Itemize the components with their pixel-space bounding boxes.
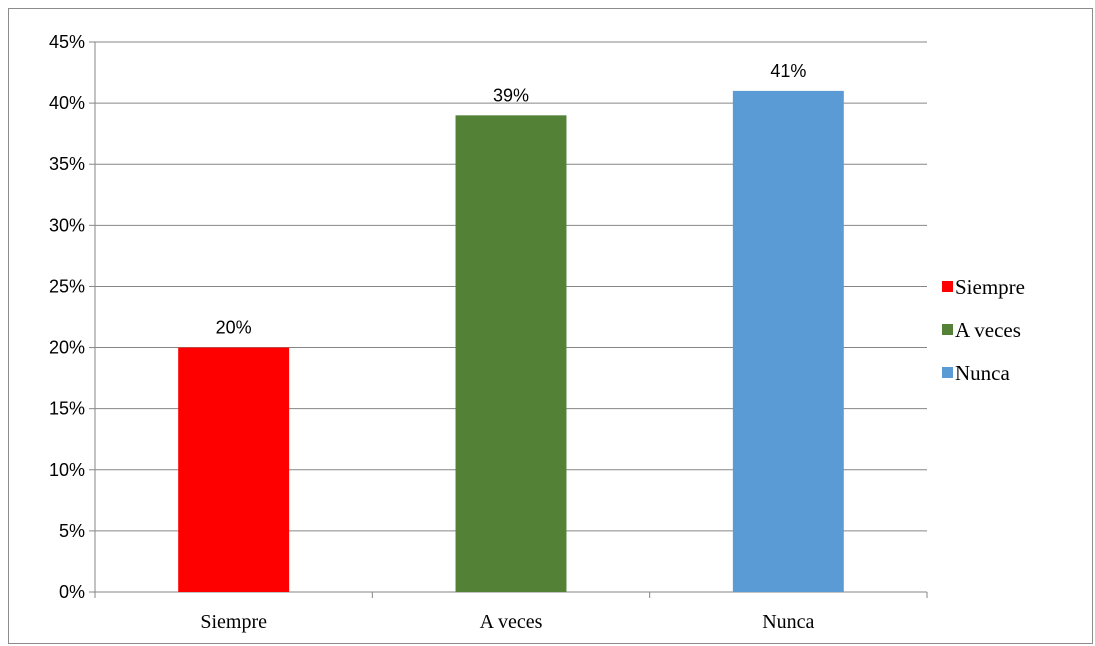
bar-siempre [178,347,290,592]
bars [178,90,844,592]
legend-label: A veces [955,318,1021,342]
data-label: 39% [493,85,529,105]
x-tick-label: Siempre [200,611,267,633]
legend-swatch [942,281,953,292]
y-tick-label: 45% [49,32,85,52]
bar-a-veces [455,115,567,592]
y-tick-label: 20% [49,338,85,358]
y-tick-label: 30% [49,215,85,235]
data-label: 41% [770,61,806,81]
data-labels: 20% 39% 41% [216,61,807,338]
data-label: 20% [216,318,252,338]
legend-swatch [942,367,953,378]
legend: Siempre A veces Nunca [942,275,1025,385]
legend-label: Nunca [955,361,1010,385]
legend-label: Siempre [955,275,1025,299]
y-tick-label: 5% [59,521,85,541]
y-tick-label: 10% [49,460,85,480]
y-tick-label: 40% [49,93,85,113]
y-tick-label: 15% [49,399,85,419]
x-tick-label: A veces [480,611,543,633]
bar-nunca [732,90,844,592]
y-tick-label: 25% [49,276,85,296]
y-tick-label: 0% [59,582,85,602]
x-tick-label: Nunca [762,611,814,633]
y-tick-label: 35% [49,154,85,174]
legend-swatch [942,324,953,335]
